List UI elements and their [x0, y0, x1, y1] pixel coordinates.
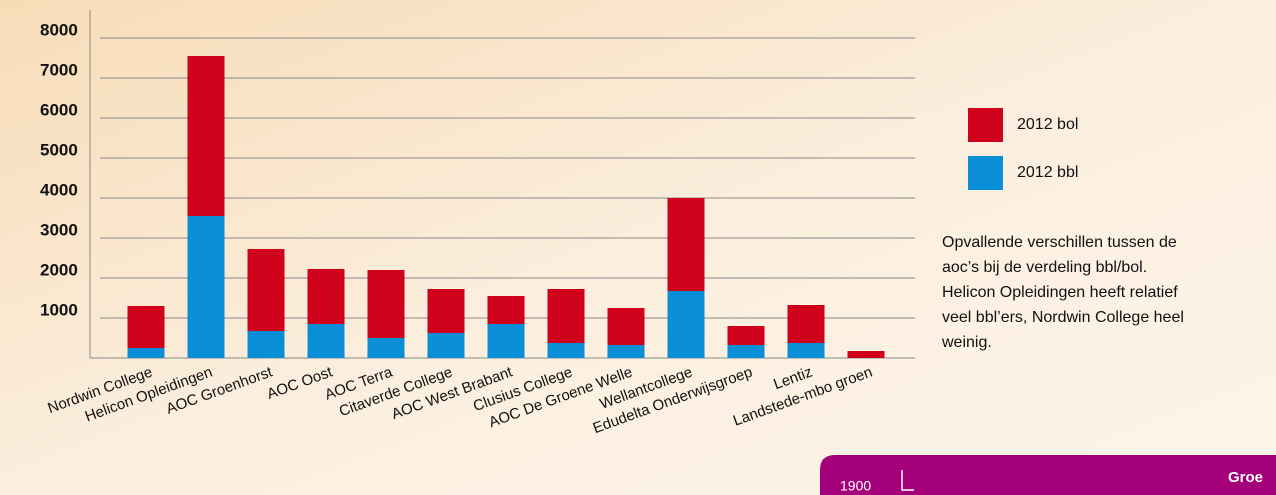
- page-number: 1900: [840, 478, 871, 494]
- footer-mark: [901, 470, 914, 491]
- bar-segment: [427, 333, 465, 358]
- bar-segment: [667, 291, 705, 358]
- bar-segment: [187, 56, 225, 216]
- bar-segment: [547, 289, 585, 343]
- bar-segment: [607, 345, 645, 358]
- bar-segment: [247, 249, 285, 331]
- y-tick-label: 8000: [40, 20, 78, 39]
- bar-segment: [727, 345, 765, 358]
- y-tick-label: 7000: [40, 60, 78, 79]
- bar-segment: [187, 216, 225, 358]
- bar-segment: [247, 331, 285, 358]
- y-tick-label: 1000: [40, 300, 78, 319]
- bar-segment: [487, 324, 525, 358]
- bar-segment: [427, 289, 465, 333]
- bar-segment: [787, 343, 825, 358]
- bar-segment: [547, 343, 585, 358]
- bar-segment: [607, 308, 645, 345]
- footer-label: Groe: [1228, 469, 1263, 486]
- bar-segment: [127, 306, 165, 348]
- y-tick-label: 6000: [40, 100, 78, 119]
- legend-label: 2012 bbl: [1017, 164, 1078, 181]
- legend-swatch: [968, 156, 1003, 190]
- bar-segment: [667, 198, 705, 291]
- bar-segment: [847, 351, 885, 358]
- legend-label: 2012 bol: [1017, 116, 1078, 133]
- bar-segment: [727, 326, 765, 345]
- legend-swatch: [968, 108, 1003, 142]
- annotation-line: veel bbl’ers, Nordwin College heel: [942, 309, 1184, 326]
- footer-bar: [820, 455, 1276, 495]
- bar-segment: [487, 296, 525, 324]
- annotation-line: Helicon Opleidingen heeft relatief: [942, 284, 1178, 301]
- bar-segment: [307, 324, 345, 358]
- y-tick-label: 2000: [40, 260, 78, 279]
- annotation-line: aoc’s bij de verdeling bbl/bol.: [942, 259, 1147, 276]
- bar-segment: [127, 348, 165, 358]
- bar-segment: [367, 270, 405, 338]
- annotation-line: Opvallende verschillen tussen de: [942, 234, 1177, 251]
- y-tick-label: 5000: [40, 140, 78, 159]
- annotation-line: weinig.: [941, 334, 992, 351]
- bar-segment: [787, 305, 825, 343]
- bar-segment: [367, 338, 405, 358]
- y-tick-label: 4000: [40, 180, 78, 199]
- y-tick-label: 3000: [40, 220, 78, 239]
- bar-segment: [307, 269, 345, 324]
